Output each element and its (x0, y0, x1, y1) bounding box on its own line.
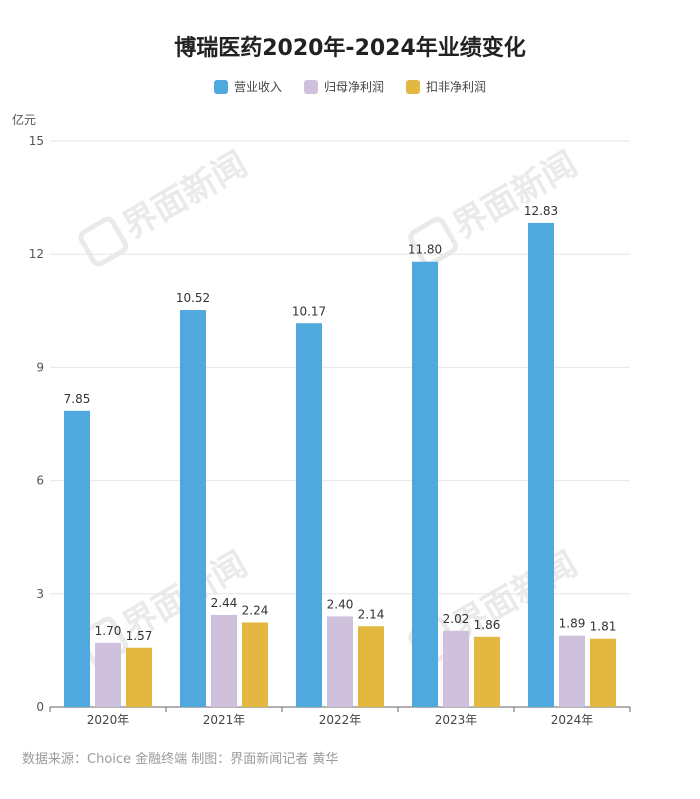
jiemian-logo-icon (78, 216, 129, 267)
bar (126, 647, 152, 707)
data-label: 2.40 (327, 597, 354, 611)
bar (528, 222, 554, 707)
data-label: 11.80 (408, 243, 442, 257)
y-tick-label: 3 (36, 587, 44, 601)
bar (180, 310, 206, 707)
bar (474, 636, 500, 707)
bar (559, 635, 585, 707)
y-tick-label: 0 (36, 700, 44, 714)
data-label: 12.83 (524, 204, 558, 218)
y-tick-label: 6 (36, 474, 44, 488)
y-tick-label: 15 (29, 134, 44, 148)
x-tick-label: 2020年 (87, 713, 130, 727)
chart-title: 博瑞医药2020年-2024年业绩变化 (174, 36, 526, 61)
legend-item[interactable]: 扣非净利润 (406, 78, 486, 95)
bar (327, 616, 353, 707)
bar (95, 642, 121, 707)
y-axis-unit: 亿元 (12, 113, 37, 127)
data-label: 7.85 (64, 392, 91, 406)
x-tick-label: 2024年 (551, 713, 594, 727)
bar (412, 261, 438, 707)
data-label: 1.57 (126, 629, 153, 643)
source-note: 数据来源：Choice 金融终端 制图：界面新闻记者 黄华 (22, 752, 339, 767)
bar (211, 614, 237, 707)
data-label: 2.14 (358, 607, 385, 621)
x-tick-label: 2021年 (203, 713, 246, 727)
legend-item[interactable]: 营业收入 (213, 78, 282, 95)
data-label: 1.70 (95, 624, 122, 638)
watermark-text: 界面新闻 (116, 144, 254, 247)
bar (64, 410, 90, 707)
bar (443, 630, 469, 707)
data-label: 1.81 (590, 620, 617, 634)
data-label: 2.44 (211, 596, 238, 610)
legend-label: 归母净利润 (323, 80, 384, 94)
data-label: 2.24 (242, 603, 269, 617)
y-tick-label: 12 (29, 247, 44, 261)
legend-swatch (303, 79, 318, 94)
data-label: 10.17 (292, 304, 326, 318)
data-label: 1.89 (559, 617, 586, 631)
legend-item[interactable]: 归母净利润 (303, 78, 384, 95)
bar (296, 323, 322, 707)
legend-label: 营业收入 (233, 80, 282, 94)
legend-swatch (406, 79, 420, 94)
data-label: 10.52 (176, 291, 210, 305)
x-tick-label: 2022年 (319, 713, 362, 727)
bar (358, 626, 384, 707)
bar (590, 638, 616, 707)
bar (242, 622, 268, 707)
x-tick-label: 2023年 (435, 713, 478, 727)
watermark-text: 界面新闻 (446, 144, 584, 247)
legend: 营业收入 归母净利润 扣非净利润 (0, 78, 700, 95)
data-label: 2.02 (443, 612, 470, 626)
y-tick-label: 9 (36, 360, 44, 374)
legend-label: 扣非净利润 (426, 80, 487, 94)
data-label: 1.86 (474, 618, 501, 632)
legend-swatch (213, 79, 228, 94)
watermark: 界面新闻 (78, 144, 254, 267)
jiemian-logo-icon (408, 216, 459, 267)
